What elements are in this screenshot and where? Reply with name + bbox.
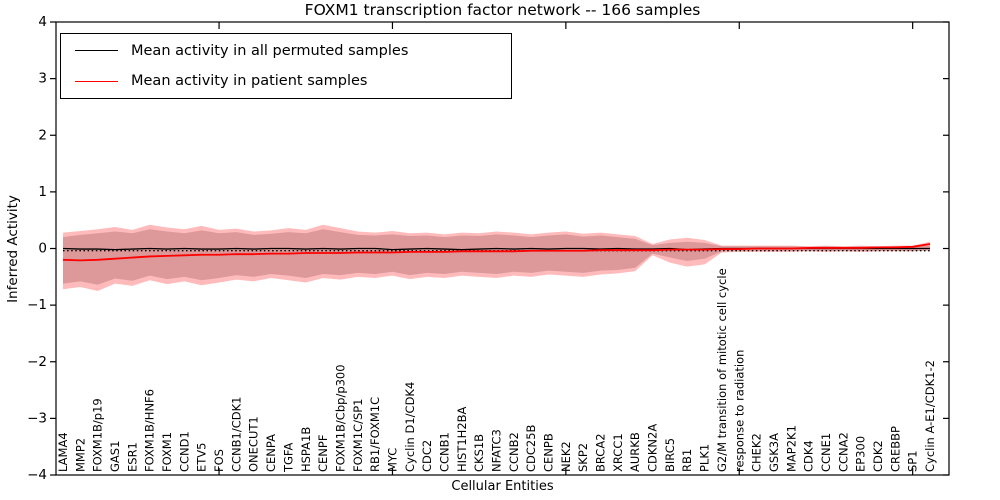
x-tick-label: CHEK2 (750, 433, 764, 472)
x-tick-label: CCNB2 (507, 432, 521, 472)
x-tick-label: ESR1 (125, 442, 139, 472)
x-tick-label: CENPF (316, 435, 330, 472)
legend-label-patient: Mean activity in patient samples (131, 73, 368, 90)
x-tick-label: Cyclin A-E1/CDK1-2 (923, 360, 937, 472)
x-tick-label: CCNA2 (836, 432, 850, 472)
x-tick-label: HSPA1B (299, 427, 313, 472)
patient-samples-band (63, 224, 930, 291)
legend-item-permuted: Mean activity in all permuted samples (61, 37, 511, 65)
x-tick-label: HIST1H2BA (455, 406, 469, 472)
legend-line-sample-permuted (75, 50, 118, 52)
x-tick-label: CDK2 (871, 440, 885, 472)
x-tick-label: CKS1B (472, 434, 486, 472)
x-tick-label: CCNB1 (437, 432, 451, 472)
x-tick-label: FOXM1B/HNF6 (143, 389, 157, 472)
x-tick-label: CDK4 (802, 440, 816, 472)
x-tick-label: BIRC5 (663, 438, 677, 472)
y-axis-label: Inferred Activity (5, 195, 21, 303)
legend-label-permuted: Mean activity in all permuted samples (131, 42, 409, 59)
y-tick-label: 4 (38, 14, 47, 30)
legend: Mean activity in all permuted samples Me… (60, 33, 512, 99)
x-tick-label: GAS1 (108, 441, 122, 472)
x-tick-label: MYC (385, 448, 399, 472)
x-tick-label: MMP2 (73, 438, 87, 472)
x-tick-label: CCND1 (177, 431, 191, 472)
y-tick-label: 1 (38, 184, 47, 200)
y-tick-label: −3 (27, 410, 47, 426)
y-tick-label: 2 (38, 127, 47, 143)
x-tick-label: G2/M transition of mitotic cell cycle (715, 268, 729, 472)
x-tick-label: TGFA (281, 443, 295, 473)
y-tick-label: 0 (38, 241, 47, 257)
x-tick-label: CDC2 (420, 440, 434, 472)
x-tick-label: MAP2K1 (784, 425, 798, 472)
x-tick-label: Cyclin D1/CDK4 (403, 382, 417, 472)
x-tick-label: SKP2 (576, 443, 590, 472)
x-tick-label: FOXM1B/Cbp/p300 (333, 364, 347, 472)
x-tick-label: ETV5 (195, 443, 209, 472)
x-axis-label: Cellular Entities (451, 479, 554, 494)
x-tick-label: PLK1 (698, 444, 712, 472)
x-tick-label: CENPA (264, 434, 278, 472)
x-tick-label: LAMA4 (56, 432, 70, 472)
y-tick-label: 3 (38, 71, 47, 87)
x-tick-label: NFATC3 (490, 429, 504, 472)
x-tick-label: FOXM1C/SP1 (351, 398, 365, 472)
x-tick-label: CREBBP (888, 426, 902, 472)
x-tick-label: GSK3A (767, 433, 781, 472)
x-tick-label: CCNE1 (819, 433, 833, 472)
y-tick-label: −1 (27, 297, 47, 313)
x-tick-label: CDC25B (524, 424, 538, 472)
y-tick-label: −2 (27, 354, 47, 370)
x-tick-label: ONECUT1 (247, 416, 261, 472)
legend-item-patient: Mean activity in patient samples (61, 67, 511, 95)
x-tick-label: FOXM1 (160, 432, 174, 472)
x-tick-label: XRCC1 (611, 433, 625, 472)
x-tick-label: response to radiation (732, 350, 746, 472)
x-tick-label: RB1/FOXM1C (368, 397, 382, 472)
x-tick-label: CCNB1/CDK1 (229, 397, 243, 473)
mean-line-patient (62, 243, 931, 262)
permuted-samples-band (63, 229, 930, 285)
x-tick-label: CENPB (542, 433, 556, 472)
x-tick-label: CDKN2A (646, 424, 660, 472)
y-tick-label: −4 (27, 467, 47, 483)
chart-title: FOXM1 transcription factor network -- 16… (304, 1, 701, 19)
legend-line-sample-patient (75, 80, 118, 82)
x-tick-label: SP1 (906, 450, 920, 472)
x-tick-label: FOXM1B/p19 (91, 398, 105, 472)
x-tick-label: FOS (212, 449, 226, 472)
x-tick-label: RB1 (680, 449, 694, 472)
x-tick-label: AURKB (628, 432, 642, 472)
x-tick-label: NEK2 (559, 441, 573, 472)
x-tick-label: BRCA2 (594, 433, 608, 472)
x-tick-label: EP300 (854, 436, 868, 472)
